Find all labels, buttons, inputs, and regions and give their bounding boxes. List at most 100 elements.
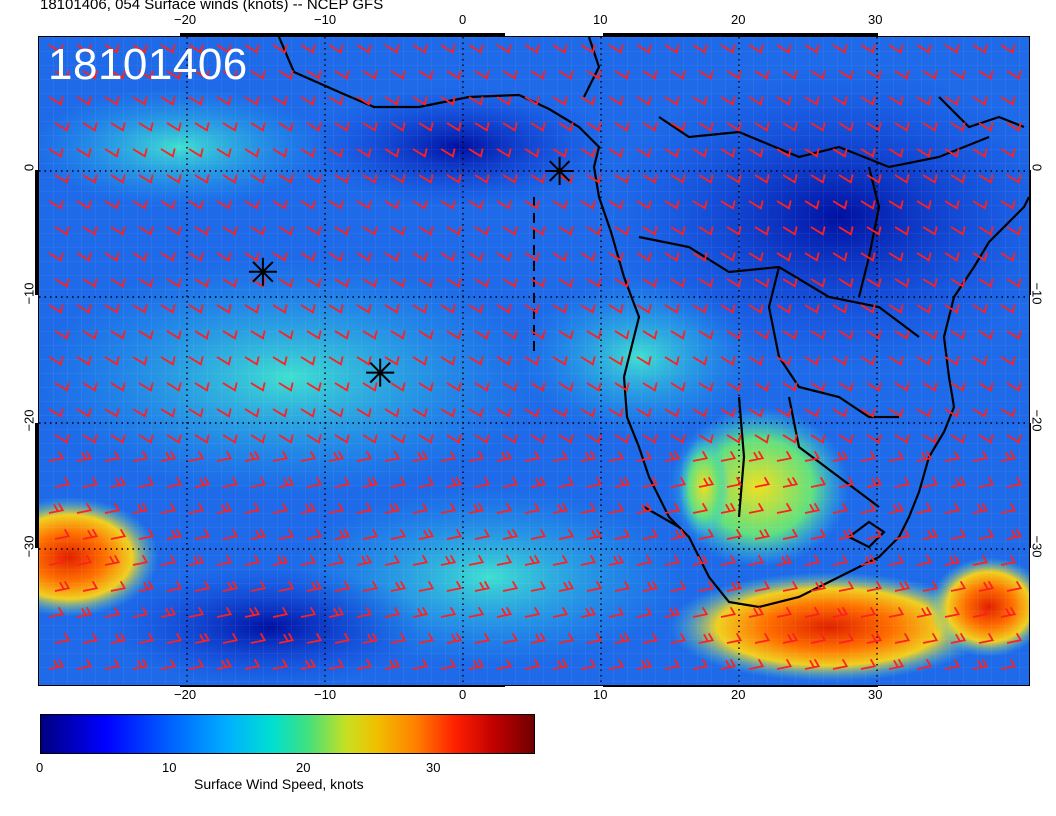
wind-map[interactable] bbox=[38, 36, 1030, 686]
colorbar-title: Surface Wind Speed, knots bbox=[194, 776, 364, 792]
storm-marker-2[interactable] bbox=[366, 358, 395, 387]
wind-barb bbox=[356, 658, 373, 670]
wind-barb bbox=[524, 96, 540, 106]
wind-barb bbox=[1000, 606, 1017, 618]
wind-barb bbox=[866, 382, 882, 392]
wind-barb bbox=[502, 122, 518, 132]
wind-barb bbox=[726, 476, 743, 488]
wind-barb bbox=[418, 70, 434, 80]
wind-barb bbox=[782, 330, 798, 340]
wind-barb bbox=[558, 476, 575, 488]
wind-barb bbox=[446, 226, 462, 236]
wind-barb bbox=[608, 502, 625, 514]
wind-barb bbox=[194, 278, 210, 288]
wind-barb bbox=[586, 122, 602, 132]
wind-barb bbox=[832, 658, 849, 670]
wind-barb bbox=[860, 658, 877, 670]
wind-barb bbox=[614, 122, 630, 132]
wind-barb bbox=[664, 252, 680, 262]
wind-barb bbox=[82, 122, 98, 132]
wind-barb bbox=[888, 408, 904, 418]
wind-barb bbox=[586, 278, 602, 288]
wind-barb bbox=[48, 356, 64, 366]
wind-barb bbox=[48, 200, 64, 210]
wind-barb bbox=[216, 450, 233, 462]
wind-barb bbox=[530, 174, 546, 184]
wind-barb bbox=[446, 476, 463, 488]
latlon-grid bbox=[39, 37, 1029, 685]
wind-barb bbox=[76, 356, 92, 366]
wind-barb bbox=[418, 632, 435, 644]
wind-barb bbox=[54, 226, 70, 236]
top-tick: −20 bbox=[174, 12, 197, 27]
wind-barb bbox=[166, 174, 182, 184]
wind-barb bbox=[888, 606, 905, 618]
wind-barb bbox=[446, 580, 463, 592]
wind-barb bbox=[412, 96, 428, 106]
wind-barb bbox=[300, 356, 316, 366]
wind-barb bbox=[894, 528, 911, 540]
wind-barb bbox=[608, 44, 624, 54]
wind-barb bbox=[866, 476, 883, 488]
wind-barb bbox=[48, 502, 65, 514]
wind-barb bbox=[82, 70, 98, 80]
wind-barb bbox=[244, 554, 261, 566]
wind-barb bbox=[636, 200, 652, 210]
wind-barb bbox=[838, 632, 855, 644]
wind-barb bbox=[838, 528, 855, 540]
wind-barb bbox=[356, 554, 373, 566]
wind-barb bbox=[306, 226, 322, 236]
wind-barb bbox=[300, 44, 316, 54]
wind-barb bbox=[1006, 122, 1022, 132]
wind-barb bbox=[278, 528, 295, 540]
wind-barb bbox=[972, 252, 988, 262]
wind-barb bbox=[614, 278, 630, 288]
storm-marker-3[interactable] bbox=[545, 157, 574, 185]
wind-barb bbox=[586, 434, 602, 444]
wind-barb bbox=[670, 226, 686, 236]
wind-barb bbox=[250, 330, 266, 340]
wind-barb bbox=[82, 278, 98, 288]
wind-barb bbox=[194, 174, 210, 184]
wind-barb bbox=[804, 658, 821, 670]
wind-barb bbox=[614, 174, 630, 184]
wind-barb bbox=[278, 122, 294, 132]
wind-barb bbox=[782, 382, 798, 392]
wind-barb bbox=[362, 278, 378, 288]
wind-barb bbox=[166, 476, 183, 488]
wind-barb bbox=[888, 502, 905, 514]
wind-barb bbox=[726, 330, 742, 340]
wind-barb bbox=[698, 434, 714, 444]
wind-barb bbox=[608, 304, 624, 314]
wind-barb bbox=[832, 44, 848, 54]
wind-barb bbox=[558, 434, 574, 444]
wind-barb bbox=[916, 252, 932, 262]
wind-barb bbox=[950, 434, 966, 444]
wind-barb bbox=[328, 450, 345, 462]
wind-barb bbox=[754, 226, 770, 236]
wind-barb bbox=[720, 96, 736, 106]
wind-barb bbox=[244, 252, 260, 262]
wind-barb bbox=[278, 382, 294, 392]
wind-barb bbox=[664, 356, 680, 366]
wind-barb bbox=[894, 122, 910, 132]
wind-barb bbox=[110, 632, 127, 644]
wind-barb bbox=[978, 580, 995, 592]
wind-barb bbox=[132, 356, 148, 366]
wind-barb bbox=[328, 44, 344, 54]
wind-barb bbox=[250, 382, 266, 392]
wind-barb bbox=[642, 226, 658, 236]
colorbar-label: 0 bbox=[36, 760, 44, 775]
wind-barb bbox=[776, 356, 792, 366]
wind-barb bbox=[614, 434, 630, 444]
storm-marker-1[interactable] bbox=[248, 257, 277, 286]
wind-barb bbox=[950, 226, 966, 236]
wind-barb bbox=[496, 304, 512, 314]
wind-barb bbox=[188, 502, 205, 514]
wind-barb bbox=[468, 450, 485, 462]
wind-barb bbox=[860, 200, 876, 210]
wind-barb bbox=[418, 476, 435, 488]
wind-barb bbox=[950, 580, 967, 592]
wind-barb bbox=[922, 278, 938, 288]
wind-barb bbox=[804, 304, 820, 314]
